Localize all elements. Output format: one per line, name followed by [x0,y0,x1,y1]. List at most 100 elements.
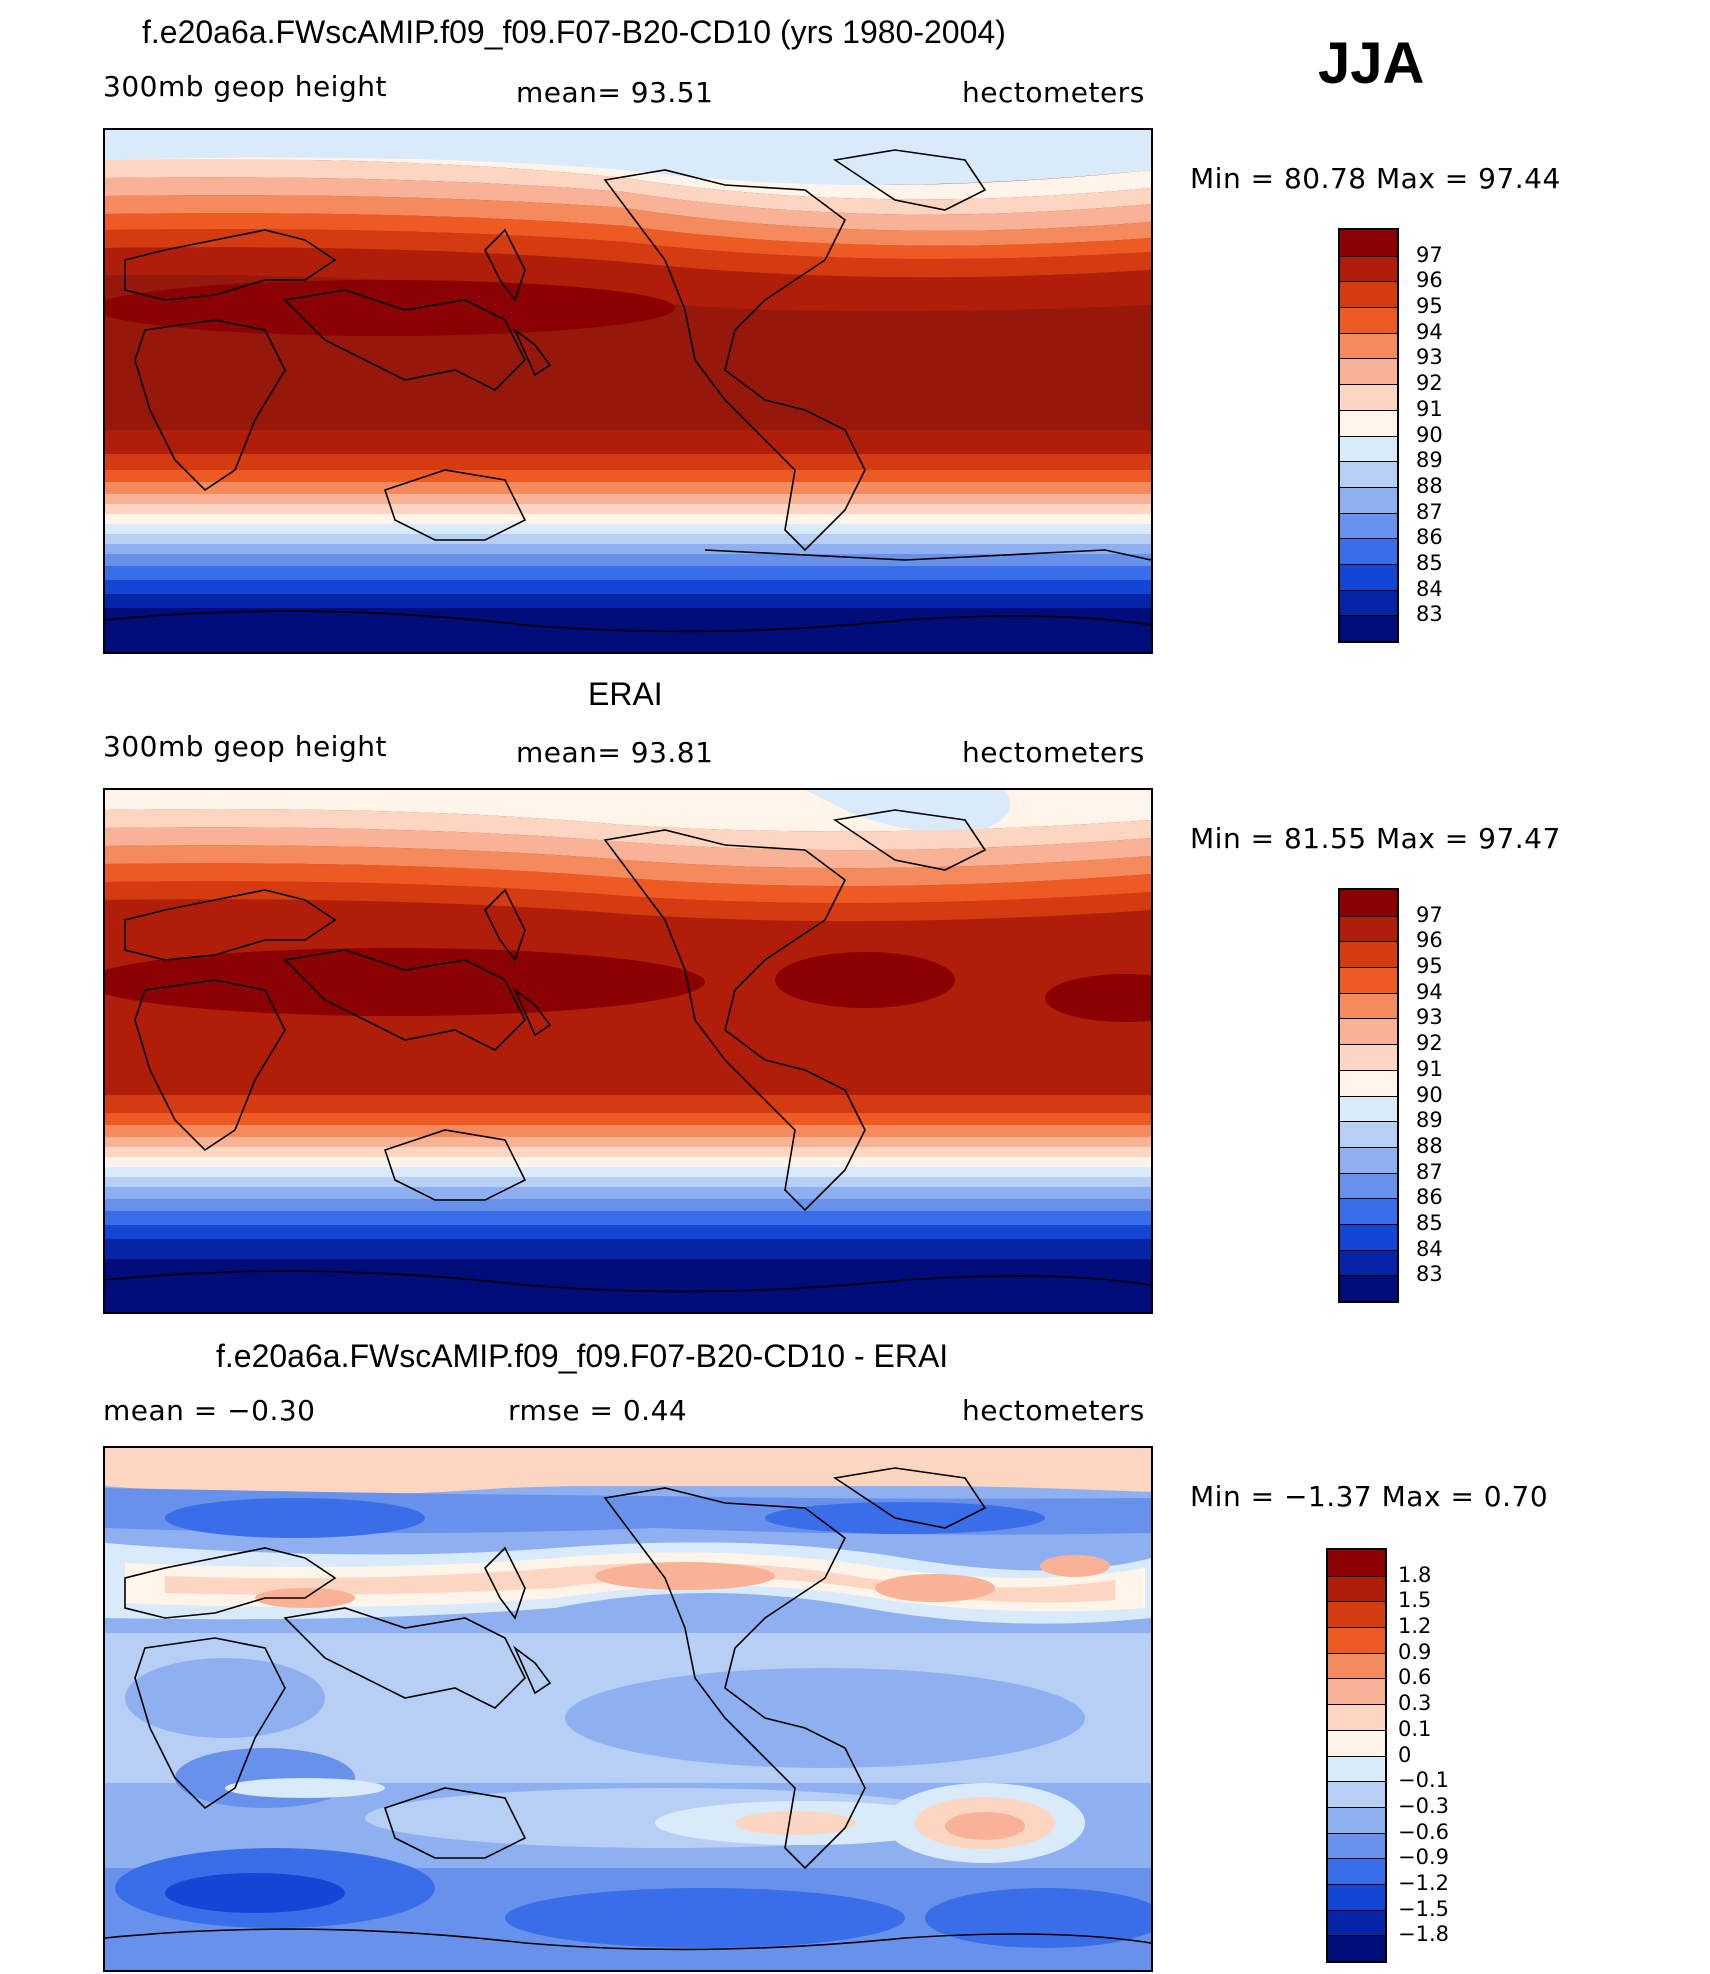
panel2-title: ERAI [588,676,663,712]
colorbar-tick-label: 93 [1416,345,1443,370]
colorbar-tick-label: 90 [1416,1082,1443,1107]
colorbar-cell [1340,281,1397,308]
panel1-mean: mean= 93.51 [516,76,714,109]
colorbar-cell [1340,307,1397,333]
colorbar-tick-label: −0.3 [1398,1793,1449,1818]
panel2-units: hectometers [962,736,1145,769]
colorbar-tick-label: −0.6 [1398,1819,1449,1844]
colorbar-cell [1340,615,1397,641]
panel1-colorbar [1338,228,1399,643]
colorbar-tick-label: 87 [1416,499,1443,524]
colorbar-cell [1328,1832,1385,1859]
colorbar-tick-label: 85 [1416,550,1443,575]
colorbar-tick-label: 95 [1416,294,1443,319]
colorbar-cell [1328,1678,1385,1705]
colorbar-cell [1328,1729,1385,1756]
panel2-map [103,788,1153,1314]
panel3-colorbar [1326,1548,1387,1963]
colorbar-tick-label: 1.5 [1398,1588,1432,1613]
colorbar-tick-label: 92 [1416,1031,1443,1056]
panel1-variable-label: 300mb geop height [103,70,387,103]
colorbar-cell [1340,538,1397,564]
colorbar-tick-label: 1.2 [1398,1614,1432,1639]
colorbar-cell [1340,332,1397,359]
colorbar-cell [1340,461,1397,487]
colorbar-tick-label: 90 [1416,422,1443,447]
panel2-variable-label: 300mb geop height [103,730,387,763]
colorbar-cell [1328,1909,1385,1936]
colorbar-cell [1328,1601,1385,1628]
colorbar-cell [1340,435,1397,462]
colorbar-cell [1340,255,1397,282]
colorbar-cell [1328,1781,1385,1807]
colorbar-tick-label: −1.2 [1398,1870,1449,1895]
colorbar-cell [1328,1935,1385,1961]
colorbar-tick-label: 0.6 [1398,1665,1432,1690]
panel2-contour-field [105,790,1151,1312]
colorbar-cell [1340,358,1397,385]
colorbar-cell [1340,941,1397,968]
colorbar-tick-label: 89 [1416,1108,1443,1133]
panel3-mean: mean = −0.30 [103,1394,316,1427]
colorbar-tick-label: 83 [1416,1262,1443,1287]
colorbar-tick-label: 91 [1416,396,1443,421]
colorbar-cell [1328,1858,1385,1884]
colorbar-tick-label: 84 [1416,576,1443,601]
colorbar-cell [1340,1121,1397,1147]
colorbar-tick-label: 88 [1416,1133,1443,1158]
colorbar-tick-label: −1.8 [1398,1922,1449,1947]
colorbar-tick-label: 95 [1416,954,1443,979]
colorbar-cell [1340,1249,1397,1276]
colorbar-tick-label: 85 [1416,1210,1443,1235]
colorbar-cell [1340,1069,1397,1096]
colorbar-tick-label: 96 [1416,268,1443,293]
season-label: JJA [1318,31,1425,96]
colorbar-cell [1328,1627,1385,1653]
colorbar-tick-label: 97 [1416,902,1443,927]
panel3-rmse: rmse = 0.44 [508,1394,688,1427]
colorbar-tick-label: 83 [1416,602,1443,627]
colorbar-cell [1328,1806,1385,1833]
colorbar-cell [1328,1575,1385,1602]
colorbar-tick-label: 96 [1416,928,1443,953]
colorbar-cell [1340,1275,1397,1301]
colorbar-cell [1340,1146,1397,1173]
colorbar-tick-label: 87 [1416,1159,1443,1184]
colorbar-cell [1340,992,1397,1019]
colorbar-tick-label: −1.5 [1398,1896,1449,1921]
colorbar-tick-label: 0.1 [1398,1716,1432,1741]
colorbar-tick-label: −0.9 [1398,1845,1449,1870]
colorbar-cell [1340,1018,1397,1045]
panel3-units: hectometers [962,1394,1145,1427]
panel1-title: f.e20a6a.FWscAMIP.f09_f09.F07-B20-CD10 (… [142,14,1006,50]
colorbar-cell [1328,1755,1385,1782]
colorbar-tick-label: 93 [1416,1005,1443,1030]
colorbar-cell [1340,409,1397,436]
colorbar-cell [1340,890,1397,916]
colorbar-tick-label: 0.9 [1398,1639,1432,1664]
panel2-colorbar [1338,888,1399,1303]
panel1-units: hectometers [962,76,1145,109]
colorbar-tick-label: 0 [1398,1742,1412,1767]
colorbar-tick-label: 0.3 [1398,1691,1432,1716]
colorbar-tick-label: 1.8 [1398,1562,1432,1587]
colorbar-tick-label: 94 [1416,319,1443,344]
colorbar-cell [1340,967,1397,993]
panel3-minmax: Min = −1.37 Max = 0.70 [1190,1480,1549,1513]
colorbar-cell [1340,1044,1397,1070]
colorbar-tick-label: 92 [1416,371,1443,396]
colorbar-tick-label: 97 [1416,242,1443,267]
colorbar-cell [1340,589,1397,616]
panel2-minmax: Min = 81.55 Max = 97.47 [1190,822,1561,855]
colorbar-cell [1340,915,1397,942]
panel3-contour-field [105,1448,1151,1970]
colorbar-tick-label: 88 [1416,473,1443,498]
colorbar-cell [1340,512,1397,539]
panel1-contour-field [105,130,1151,652]
panel1-minmax: Min = 80.78 Max = 97.44 [1190,162,1561,195]
colorbar-cell [1340,1198,1397,1224]
colorbar-tick-label: 86 [1416,1185,1443,1210]
colorbar-tick-label: 94 [1416,979,1443,1004]
panel1-map [103,128,1153,654]
colorbar-cell [1340,1223,1397,1250]
